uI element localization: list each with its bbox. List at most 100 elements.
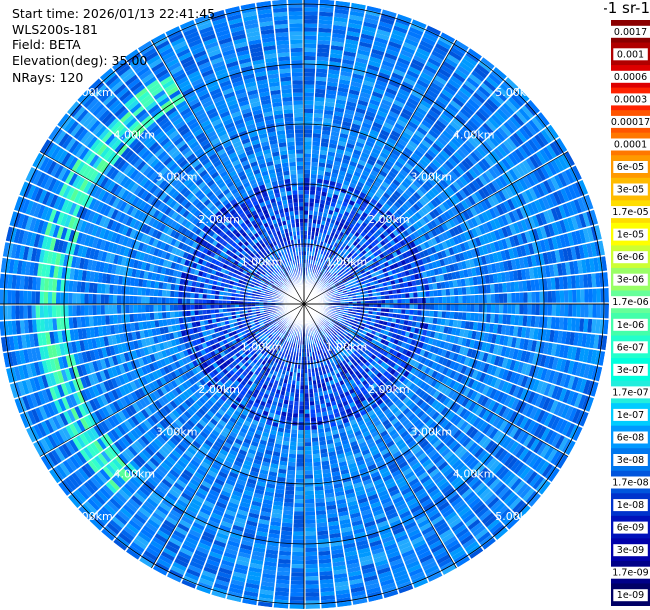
heatmap-bin: [314, 100, 325, 106]
heatmap-bin: [346, 101, 357, 108]
heatmap-bin: [297, 442, 304, 447]
heatmap-bin: [292, 413, 299, 418]
heatmap-bin: [304, 373, 308, 378]
heatmap-bin: [321, 191, 328, 197]
heatmap-bin: [316, 56, 329, 62]
heatmap-bin: [298, 409, 304, 414]
heatmap-bin: [304, 247, 307, 252]
heatmap-bin: [309, 194, 315, 199]
heatmap-bin: [374, 36, 389, 45]
heatmap-bin: [429, 310, 434, 317]
heatmap-bin: [490, 294, 496, 303]
heatmap-bin: [320, 224, 325, 230]
heatmap-bin: [300, 381, 304, 386]
heatmap-bin: [326, 155, 335, 161]
heatmap-bin: [300, 373, 304, 378]
heatmap-bin: [482, 304, 487, 313]
heatmap-bin: [315, 502, 326, 507]
heatmap-bin: [317, 170, 325, 176]
heatmap-bin: [314, 482, 324, 487]
heatmap-bin: [305, 486, 314, 492]
heatmap-bin: [310, 186, 316, 191]
heatmap-bin: [462, 304, 467, 312]
heatmap-bin: [318, 211, 323, 217]
heatmap-bin: [453, 311, 459, 320]
heatmap-bin: [291, 555, 304, 561]
heatmap-bin: [304, 238, 308, 244]
heatmap-bin: [290, 584, 304, 589]
heatmap-bin: [506, 314, 512, 325]
heatmap-bin: [412, 286, 418, 292]
heatmap-bin: [365, 72, 377, 80]
heatmap-bin: [291, 425, 298, 430]
heatmap-bin: [310, 170, 318, 175]
heatmap-bin: [324, 101, 335, 107]
heatmap-bin: [304, 210, 309, 215]
heatmap-bin: [417, 297, 422, 304]
heatmap-bin: [332, 119, 342, 125]
heatmap-bin: [539, 291, 544, 303]
heatmap-bin: [285, 486, 295, 491]
heatmap-bin: [310, 239, 314, 244]
heatmap-bin: [314, 92, 325, 98]
heatmap-bin: [311, 227, 316, 232]
heatmap-bin: [337, 144, 346, 151]
heatmap-bin: [296, 450, 304, 455]
heatmap-bin: [405, 309, 410, 315]
heatmap-bin: [304, 255, 307, 260]
heatmap-bin: [305, 527, 316, 532]
heatmap-bin: [322, 126, 332, 132]
heatmap-bin: [312, 129, 322, 134]
heatmap-bin: [311, 231, 316, 236]
heatmap-bin: [351, 123, 361, 130]
heatmap-bin: [404, 287, 410, 293]
heatmap-bin: [555, 290, 561, 303]
heatmap-bin: [315, 76, 327, 82]
heatmap-bin: [311, 433, 318, 438]
heatmap-bin: [304, 11, 318, 16]
heatmap-bin: [304, 27, 317, 32]
heatmap-bin: [317, 40, 331, 45]
heatmap-bin: [309, 198, 315, 203]
heatmap-bin: [339, 166, 348, 173]
heatmap-bin: [304, 165, 311, 170]
heatmap-bin: [304, 43, 317, 49]
heatmap-bin: [293, 515, 304, 520]
heatmap-bin: [312, 141, 321, 147]
heatmap-bin: [289, 449, 297, 455]
heatmap-bin: [292, 551, 304, 557]
heatmap-bin: [592, 304, 597, 318]
heatmap-bin: [314, 477, 323, 483]
heatmap-bin: [518, 281, 524, 292]
heatmap-bin: [305, 580, 319, 585]
heatmap-bin: [333, 16, 348, 23]
heatmap-bin: [482, 294, 487, 304]
heatmap-bin: [305, 503, 315, 508]
heatmap-bin: [362, 25, 377, 33]
heatmap-bin: [397, 308, 402, 314]
heatmap-bin: [337, 174, 345, 180]
heatmap-bin: [307, 239, 311, 244]
heatmap-bin: [313, 211, 319, 216]
heatmap-bin: [294, 503, 304, 508]
heatmap-bin: [305, 511, 316, 516]
heatmap-bin: [576, 304, 581, 317]
heatmap-bin: [295, 490, 304, 496]
heatmap-bin: [324, 105, 335, 111]
heatmap-bin: [547, 304, 553, 316]
heatmap-bin: [331, 172, 339, 179]
heatmap-bin: [408, 286, 414, 293]
heatmap-bin: [295, 474, 304, 479]
heatmap-bin: [316, 178, 324, 184]
heatmap-bin: [316, 68, 328, 74]
heatmap-bin: [413, 304, 418, 310]
heatmap-bin: [477, 285, 483, 294]
heatmap-bin: [314, 490, 324, 495]
heatmap-bin: [325, 163, 333, 169]
heatmap-bin: [330, 176, 337, 183]
heatmap-bin: [559, 304, 565, 317]
heatmap-bin: [304, 116, 313, 122]
heatmap-bin: [584, 304, 589, 318]
heatmap-bin: [298, 417, 304, 422]
heatmap-bin: [323, 208, 329, 214]
